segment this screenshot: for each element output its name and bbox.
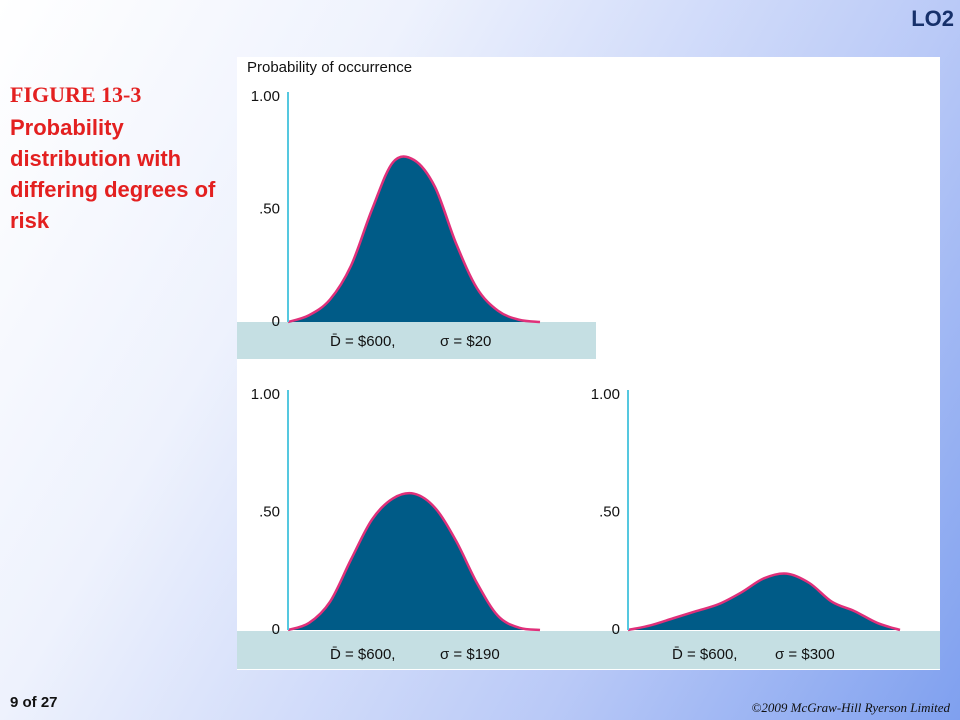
y-tick-label: 1.00 [251,88,280,105]
sigma-label: σ = $190 [440,646,500,663]
curve-line [627,572,901,632]
mean-label: D̄ = $600, [330,333,395,350]
lo-label: LO2 [911,6,954,31]
y-tick-label: .50 [259,503,280,520]
y-tick-label: 0 [272,313,280,330]
mean-label: D̄ = $600, [672,646,737,663]
figure-label: FIGURE 13-3 [10,82,142,107]
mean-label: D̄ = $600, [330,646,395,663]
copyright: ©2009 McGraw-Hill Ryerson Limited [751,700,951,715]
y-tick-label: 1.00 [591,386,620,403]
y-tick-label: .50 [599,503,620,520]
y-tick-label: 0 [272,621,280,638]
caption-band [237,322,596,359]
sigma-label: σ = $20 [440,333,491,350]
curve-line [287,155,541,324]
area [628,573,900,630]
caption-band [237,631,940,669]
area [288,493,540,630]
curve-line [287,491,541,632]
page-number: 9 of 27 [10,694,58,711]
y-tick-label: 0 [612,621,620,638]
y-axis-label: Probability of occurrence [247,59,412,76]
y-tick-label: 1.00 [251,386,280,403]
sigma-label: σ = $300 [775,646,835,663]
area [288,156,540,322]
y-tick-label: .50 [259,200,280,217]
figure-title: Probability distribution with differing … [10,115,216,233]
